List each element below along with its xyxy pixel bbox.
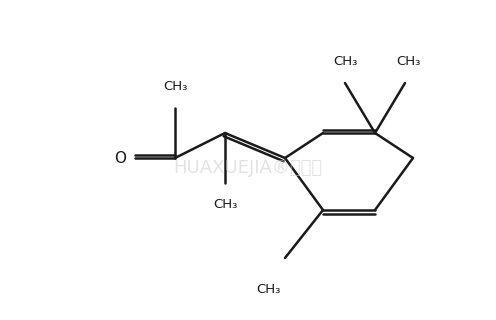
Text: O: O bbox=[114, 150, 126, 165]
Text: CH₃: CH₃ bbox=[256, 283, 280, 296]
Text: HUAXUEJIA®化学加: HUAXUEJIA®化学加 bbox=[174, 159, 322, 177]
Text: CH₃: CH₃ bbox=[213, 198, 237, 211]
Text: CH₃: CH₃ bbox=[333, 55, 357, 68]
Text: CH₃: CH₃ bbox=[163, 80, 187, 93]
Text: CH₃: CH₃ bbox=[396, 55, 420, 68]
